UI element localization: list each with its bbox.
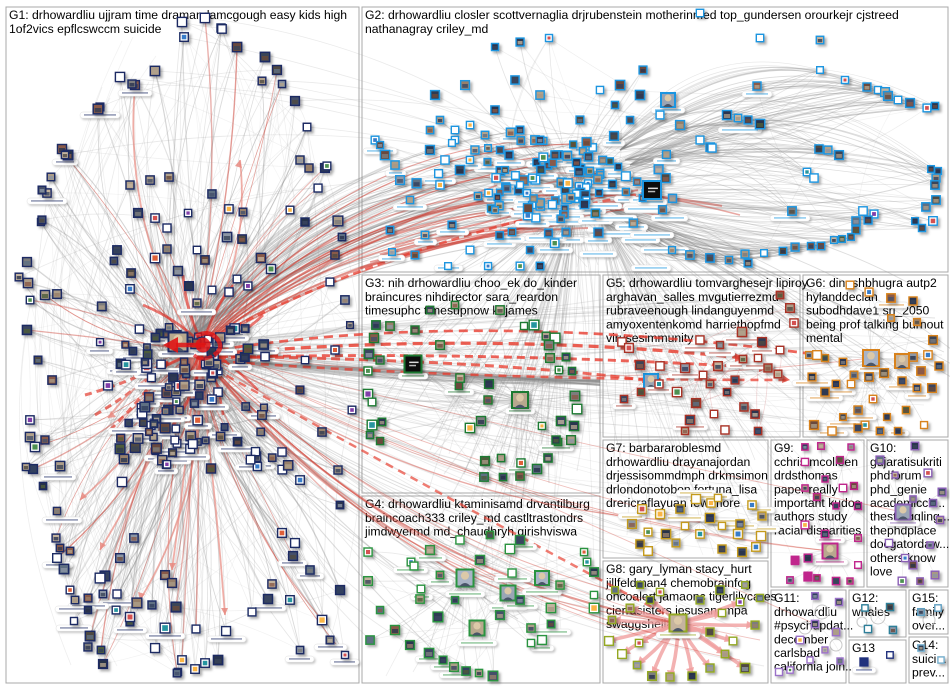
svg-text:G3: nih drhowardliu choo_ek do: G3: nih drhowardliu choo_ek do_kinder (365, 276, 577, 290)
svg-text:gujaratisukriti: gujaratisukriti (870, 455, 942, 469)
svg-text:G5: drhowardliu tomvarghesejr: G5: drhowardliu tomvarghesejr lipiroy (606, 276, 809, 290)
svg-text:1of2vics epflcswccm suicide: 1of2vics epflcswccm suicide (9, 22, 162, 36)
svg-text:rubraveenough lindanguyenmd: rubraveenough lindanguyenmd (606, 304, 774, 318)
svg-text:hylanddeclan: hylanddeclan (806, 290, 878, 304)
svg-text:phd_genie: phd_genie (870, 482, 927, 496)
svg-text:thephdplace: thephdplace (870, 523, 937, 537)
svg-text:love: love (870, 565, 893, 579)
svg-text:arghavan_salles mvgutierrezmd: arghavan_salles mvgutierrezmd (606, 290, 779, 304)
svg-text:nathanagray criley_md: nathanagray criley_md (365, 22, 488, 36)
svg-text:docgatordaw...: docgatordaw... (870, 537, 949, 551)
svg-text:drhowardliu drayanajordan: drhowardliu drayanajordan (606, 455, 750, 469)
svg-text:academicch...: academicch... (870, 496, 945, 510)
svg-text:cchristmcolleen: cchristmcolleen (774, 455, 858, 469)
svg-text:timesuphc timesupnow kejames: timesuphc timesupnow kejames (365, 304, 538, 318)
svg-text:G2: drhowardliu closler scottv: G2: drhowardliu closler scottvernaglia d… (365, 8, 899, 22)
svg-text:G6: dineshbhugra autp2: G6: dineshbhugra autp2 (806, 276, 937, 290)
svg-text:amyoxentenkomd harriethopfmd: amyoxentenkomd harriethopfmd (606, 317, 781, 331)
svg-text:braincoach333 criley_md castlt: braincoach333 criley_md castltrastondrs (365, 511, 583, 525)
svg-text:G11:: G11: (774, 591, 800, 605)
svg-text:authors study: authors study (774, 510, 848, 524)
svg-text:G15:: G15: (912, 591, 938, 605)
svg-text:oncoalert jamaonc tigerlilycar: oncoalert jamaonc tigerlilycares (606, 590, 777, 604)
svg-text:G9:: G9: (774, 441, 794, 455)
svg-text:G4: drhowardliu ktaminisamd dr: G4: drhowardliu ktaminisamd drvantilburg (365, 497, 590, 511)
svg-text:G14:: G14: (912, 638, 938, 652)
svg-text:jillfeldman4 chemobrainfog: jillfeldman4 chemobrainfog (605, 576, 751, 590)
svg-text:G10:: G10: (870, 441, 896, 455)
svg-text:braincures nihdirector sara_re: braincures nihdirector sara_reardon (365, 290, 558, 304)
svg-text:G7: barbararoblesmd: G7: barbararoblesmd (606, 441, 721, 455)
svg-text:being prof talking burnout: being prof talking burnout (806, 317, 944, 331)
svg-text:G12:: G12: (852, 591, 878, 605)
svg-text:california join...: california join... (774, 660, 855, 674)
svg-text:G8: gary_lyman stacy_hurt: G8: gary_lyman stacy_hurt (606, 562, 752, 576)
svg-text:G13: G13 (852, 641, 875, 655)
svg-text:prev...: prev... (912, 666, 945, 680)
svg-text:drjessisommdmph drkmsimon: drjessisommdmph drkmsimon (606, 469, 768, 483)
svg-text:whales: whales (851, 605, 890, 619)
svg-text:racial disparities: racial disparities (774, 523, 861, 537)
svg-text:drhowardliu: drhowardliu (774, 605, 837, 619)
svg-text:G1: drhowardliu ujjram time dr: G1: drhowardliu ujjram time dramandamcgo… (9, 8, 347, 22)
svg-text:mental: mental (806, 331, 843, 345)
